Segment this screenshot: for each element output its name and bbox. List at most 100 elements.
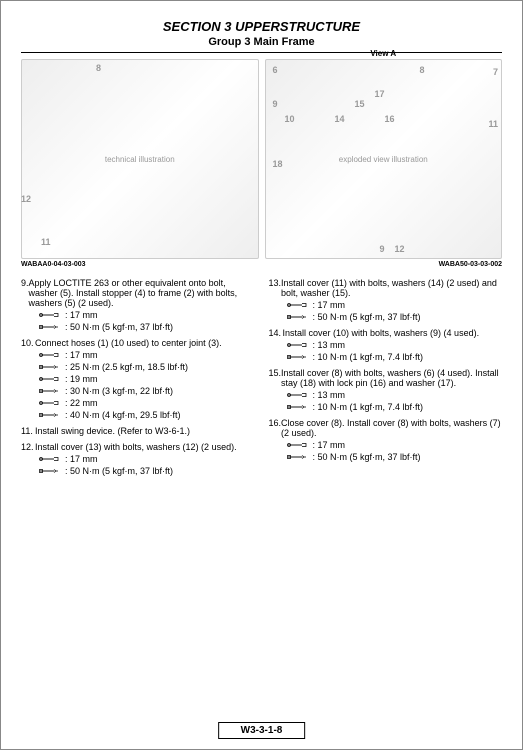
torque-icon: [39, 411, 59, 419]
spec-value: : 13 mm: [313, 340, 346, 350]
page-footer: W3-3-1-8: [218, 722, 306, 739]
wrench-icon: [39, 455, 59, 463]
page-header: SECTION 3 UPPERSTRUCTURE Group 3 Main Fr…: [21, 19, 502, 48]
step-text: 10.Connect hoses (1) (10 used) to center…: [21, 338, 255, 348]
content-columns: 9.Apply LOCTITE 263 or other equivalent …: [21, 278, 502, 482]
spec-value: : 50 N·m (5 kgf·m, 37 lbf·ft): [313, 452, 421, 462]
figure-left-placeholder: technical illustration: [105, 155, 175, 164]
step-body: Connect hoses (1) (10 used) to center jo…: [35, 338, 222, 348]
callout: 7: [493, 67, 498, 77]
spec-line: : 10 N·m (1 kgf·m, 7.4 lbf·ft): [287, 402, 503, 412]
callout: 10: [285, 114, 295, 124]
step-item: 12.Install cover (13) with bolts, washer…: [21, 442, 255, 476]
spec-value: : 40 N·m (4 kgf·m, 29.5 lbf·ft): [65, 410, 181, 420]
group-title: Group 3 Main Frame: [21, 36, 502, 48]
step-item: 9.Apply LOCTITE 263 or other equivalent …: [21, 278, 255, 332]
wrench-icon: [39, 399, 59, 407]
step-text: 14.Install cover (10) with bolts, washer…: [269, 328, 503, 338]
step-body: Install cover (8) with bolts, washers (6…: [281, 368, 502, 388]
spec-value: : 22 mm: [65, 398, 98, 408]
spec-line: : 50 N·m (5 kgf·m, 37 lbf·ft): [287, 312, 503, 322]
wrench-icon: [39, 351, 59, 359]
spec-line: : 22 mm: [39, 398, 255, 408]
step-text: 13.Install cover (11) with bolts, washer…: [269, 278, 503, 298]
callout: 14: [335, 114, 345, 124]
step-item: 13.Install cover (11) with bolts, washer…: [269, 278, 503, 322]
callout: 12: [395, 244, 405, 254]
spec-value: : 13 mm: [313, 390, 346, 400]
torque-icon: [287, 313, 307, 321]
step-text: 15.Install cover (8) with bolts, washers…: [269, 368, 503, 388]
spec-value: : 19 mm: [65, 374, 98, 384]
spec-line: : 50 N·m (5 kgf·m, 37 lbf·ft): [39, 466, 255, 476]
callout: 11: [41, 237, 51, 247]
right-column: 13.Install cover (11) with bolts, washer…: [269, 278, 503, 482]
step-number: 13.: [269, 278, 282, 298]
figure-right-image: exploded view illustration 6 8 7 9 10 14…: [265, 59, 503, 259]
step-item: 16.Close cover (8). Install cover (8) wi…: [269, 418, 503, 462]
step-number: 16.: [269, 418, 282, 438]
spec-value: : 50 N·m (5 kgf·m, 37 lbf·ft): [65, 466, 173, 476]
callout: 9: [273, 99, 278, 109]
callout: 16: [385, 114, 395, 124]
spec-value: : 17 mm: [313, 440, 346, 450]
spec-line: : 13 mm: [287, 340, 503, 350]
spec-value: : 17 mm: [313, 300, 346, 310]
torque-icon: [39, 363, 59, 371]
callout: 8: [96, 63, 101, 73]
spec-line: : 17 mm: [287, 300, 503, 310]
figure-left: technical illustration 8 12 11 WABAA0-04…: [21, 59, 259, 268]
spec-line: : 17 mm: [39, 350, 255, 360]
spec-line: : 30 N·m (3 kgf·m, 22 lbf·ft): [39, 386, 255, 396]
step-text: 11.Install swing device. (Refer to W3-6-…: [21, 426, 255, 436]
step-body: Install swing device. (Refer to W3-6-1.): [35, 426, 190, 436]
spec-value: : 17 mm: [65, 350, 98, 360]
callout: 8: [420, 65, 425, 75]
spec-line: : 17 mm: [39, 310, 255, 320]
page-number: W3-3-1-8: [241, 725, 283, 736]
spec-value: : 17 mm: [65, 310, 98, 320]
wrench-icon: [287, 441, 307, 449]
step-number: 10.: [21, 338, 35, 348]
wrench-icon: [287, 341, 307, 349]
torque-icon: [39, 323, 59, 331]
step-number: 14.: [269, 328, 283, 338]
spec-line: : 10 N·m (1 kgf·m, 7.4 lbf·ft): [287, 352, 503, 362]
section-title: SECTION 3 UPPERSTRUCTURE: [21, 19, 502, 34]
step-text: 9.Apply LOCTITE 263 or other equivalent …: [21, 278, 255, 308]
step-body: Install cover (13) with bolts, washers (…: [35, 442, 237, 452]
torque-icon: [39, 387, 59, 395]
torque-icon: [287, 453, 307, 461]
spec-value: : 10 N·m (1 kgf·m, 7.4 lbf·ft): [313, 352, 424, 362]
callout: 12: [21, 194, 31, 204]
figure-right-placeholder: exploded view illustration: [339, 155, 428, 164]
wrench-icon: [287, 301, 307, 309]
figure-left-image: technical illustration 8 12 11: [21, 59, 259, 259]
view-a-label: View A: [370, 49, 396, 58]
step-item: 15.Install cover (8) with bolts, washers…: [269, 368, 503, 412]
step-item: 10.Connect hoses (1) (10 used) to center…: [21, 338, 255, 420]
spec-line: : 40 N·m (4 kgf·m, 29.5 lbf·ft): [39, 410, 255, 420]
callout: 15: [355, 99, 365, 109]
callout: 6: [273, 65, 278, 75]
callout: 9: [380, 244, 385, 254]
wrench-icon: [39, 375, 59, 383]
callout: 17: [375, 89, 385, 99]
step-text: 12.Install cover (13) with bolts, washer…: [21, 442, 255, 452]
spec-line: : 13 mm: [287, 390, 503, 400]
torque-icon: [287, 353, 307, 361]
figure-left-caption: WABAA0-04-03-003: [21, 261, 259, 268]
spec-value: : 10 N·m (1 kgf·m, 7.4 lbf·ft): [313, 402, 424, 412]
step-body: Close cover (8). Install cover (8) with …: [281, 418, 502, 438]
callout: 18: [273, 159, 283, 169]
step-number: 15.: [269, 368, 282, 388]
figure-right-caption: WABA50-03-03-002: [265, 261, 503, 268]
torque-icon: [39, 467, 59, 475]
left-steps-list: 9.Apply LOCTITE 263 or other equivalent …: [21, 278, 255, 476]
step-text: 16.Close cover (8). Install cover (8) wi…: [269, 418, 503, 438]
spec-line: : 25 N·m (2.5 kgf·m, 18.5 lbf·ft): [39, 362, 255, 372]
step-number: 9.: [21, 278, 29, 308]
figures-row: technical illustration 8 12 11 WABAA0-04…: [21, 59, 502, 268]
spec-value: : 30 N·m (3 kgf·m, 22 lbf·ft): [65, 386, 173, 396]
spec-line: : 17 mm: [287, 440, 503, 450]
